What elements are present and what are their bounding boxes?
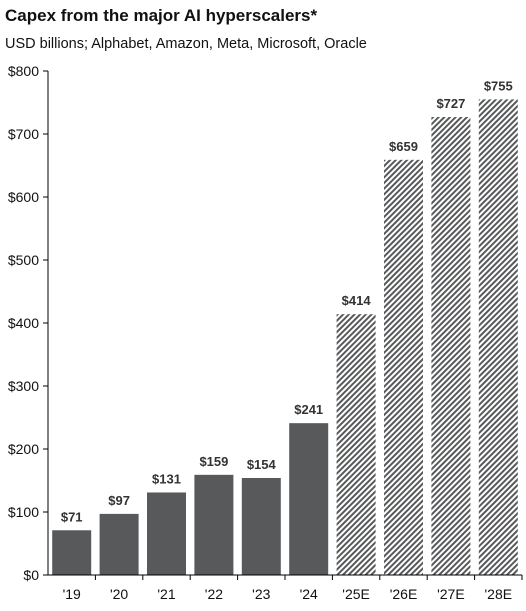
data-label: $727 — [436, 96, 465, 111]
x-tick-label: '21 — [157, 586, 175, 602]
data-label: $71 — [61, 509, 83, 524]
estimate-bar — [336, 314, 376, 575]
x-tick-label: '24 — [300, 586, 318, 602]
y-axis: $0 $100 $200 $300 $400 $500 $600 $700 $800 — [8, 63, 49, 583]
x-tick-label: '28E — [485, 586, 513, 602]
chart-subtitle: USD billions; Alphabet, Amazon, Meta, Mi… — [5, 36, 367, 52]
data-label: $97 — [108, 493, 130, 508]
data-label: $659 — [389, 139, 418, 154]
data-label: $755 — [484, 78, 513, 93]
chart-title: Capex from the major AI hyperscalers* — [5, 6, 318, 25]
actual-bar — [241, 477, 281, 575]
estimate-bar — [384, 159, 423, 575]
y-tick-label: $500 — [8, 252, 39, 268]
x-tick-label: '26E — [390, 586, 418, 602]
y-tick-label: $300 — [8, 378, 39, 394]
x-tick-label: '22 — [205, 586, 223, 602]
data-label: $159 — [199, 454, 228, 469]
data-label: $131 — [152, 471, 181, 486]
y-tick-label: $800 — [8, 63, 39, 79]
data-label: $414 — [342, 293, 372, 308]
actual-bar — [99, 513, 139, 575]
x-tick-label: '27E — [437, 586, 465, 602]
x-axis: '19 '20 '21 '22 '23 '24 '25E '26E '27E '28E — [48, 574, 523, 602]
data-label: $154 — [247, 457, 277, 472]
y-tick-label: $700 — [8, 126, 39, 142]
actual-bar — [52, 530, 92, 575]
y-tick-label: $100 — [8, 504, 39, 520]
estimate-bar — [431, 116, 471, 576]
y-tick-label: $200 — [8, 441, 39, 457]
actual-bar — [289, 423, 329, 575]
actual-bar — [194, 474, 234, 575]
y-tick-label: $0 — [23, 567, 39, 583]
actual-bar — [147, 492, 186, 575]
estimate-bar — [478, 99, 518, 575]
x-tick-label: '20 — [110, 586, 128, 602]
y-tick-label: $400 — [8, 315, 39, 331]
x-tick-label: '19 — [63, 586, 81, 602]
y-tick-label: $600 — [8, 189, 39, 205]
data-label: $241 — [294, 402, 323, 417]
x-tick-label: '23 — [252, 586, 270, 602]
x-tick-label: '25E — [342, 586, 370, 602]
bars: $71 $97 $131 $159 $154 $241 $414 $659 $727 $755 — [52, 78, 518, 576]
